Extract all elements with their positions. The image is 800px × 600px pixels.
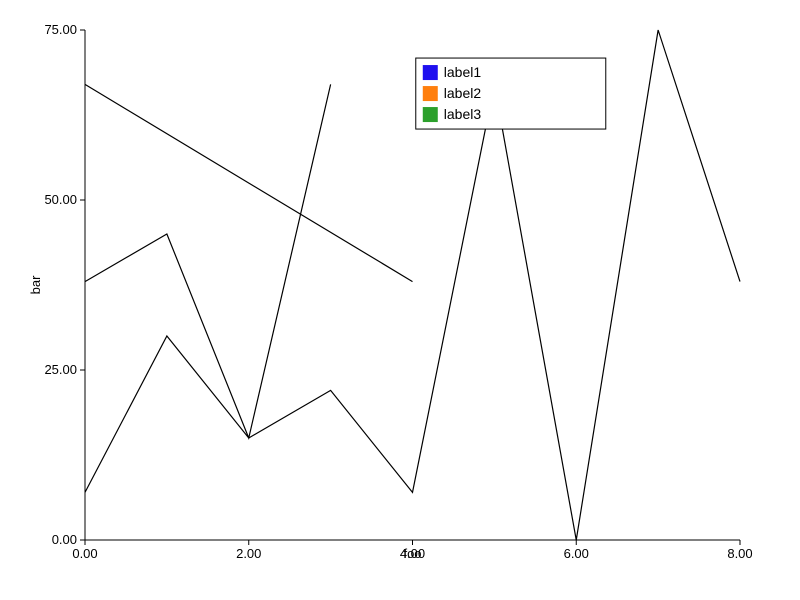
svg-text:8.00: 8.00 <box>727 546 752 561</box>
svg-text:75.00: 75.00 <box>44 22 77 37</box>
svg-text:foo: foo <box>403 546 421 561</box>
legend-label-1: label1 <box>444 64 482 80</box>
legend-label-3: label3 <box>444 106 482 122</box>
svg-text:bar: bar <box>28 275 43 294</box>
svg-text:6.00: 6.00 <box>564 546 589 561</box>
line-chart: 0.002.004.006.008.000.0025.0050.0075.00f… <box>0 0 800 600</box>
svg-text:0.00: 0.00 <box>52 532 77 547</box>
legend: label1 label2 label3 <box>416 58 606 129</box>
svg-text:2.00: 2.00 <box>236 546 261 561</box>
svg-text:25.00: 25.00 <box>44 362 77 377</box>
svg-text:0.00: 0.00 <box>72 546 97 561</box>
legend-label-2: label2 <box>444 85 482 101</box>
svg-text:50.00: 50.00 <box>44 192 77 207</box>
chart-svg: 0.002.004.006.008.000.0025.0050.0075.00f… <box>0 0 800 600</box>
